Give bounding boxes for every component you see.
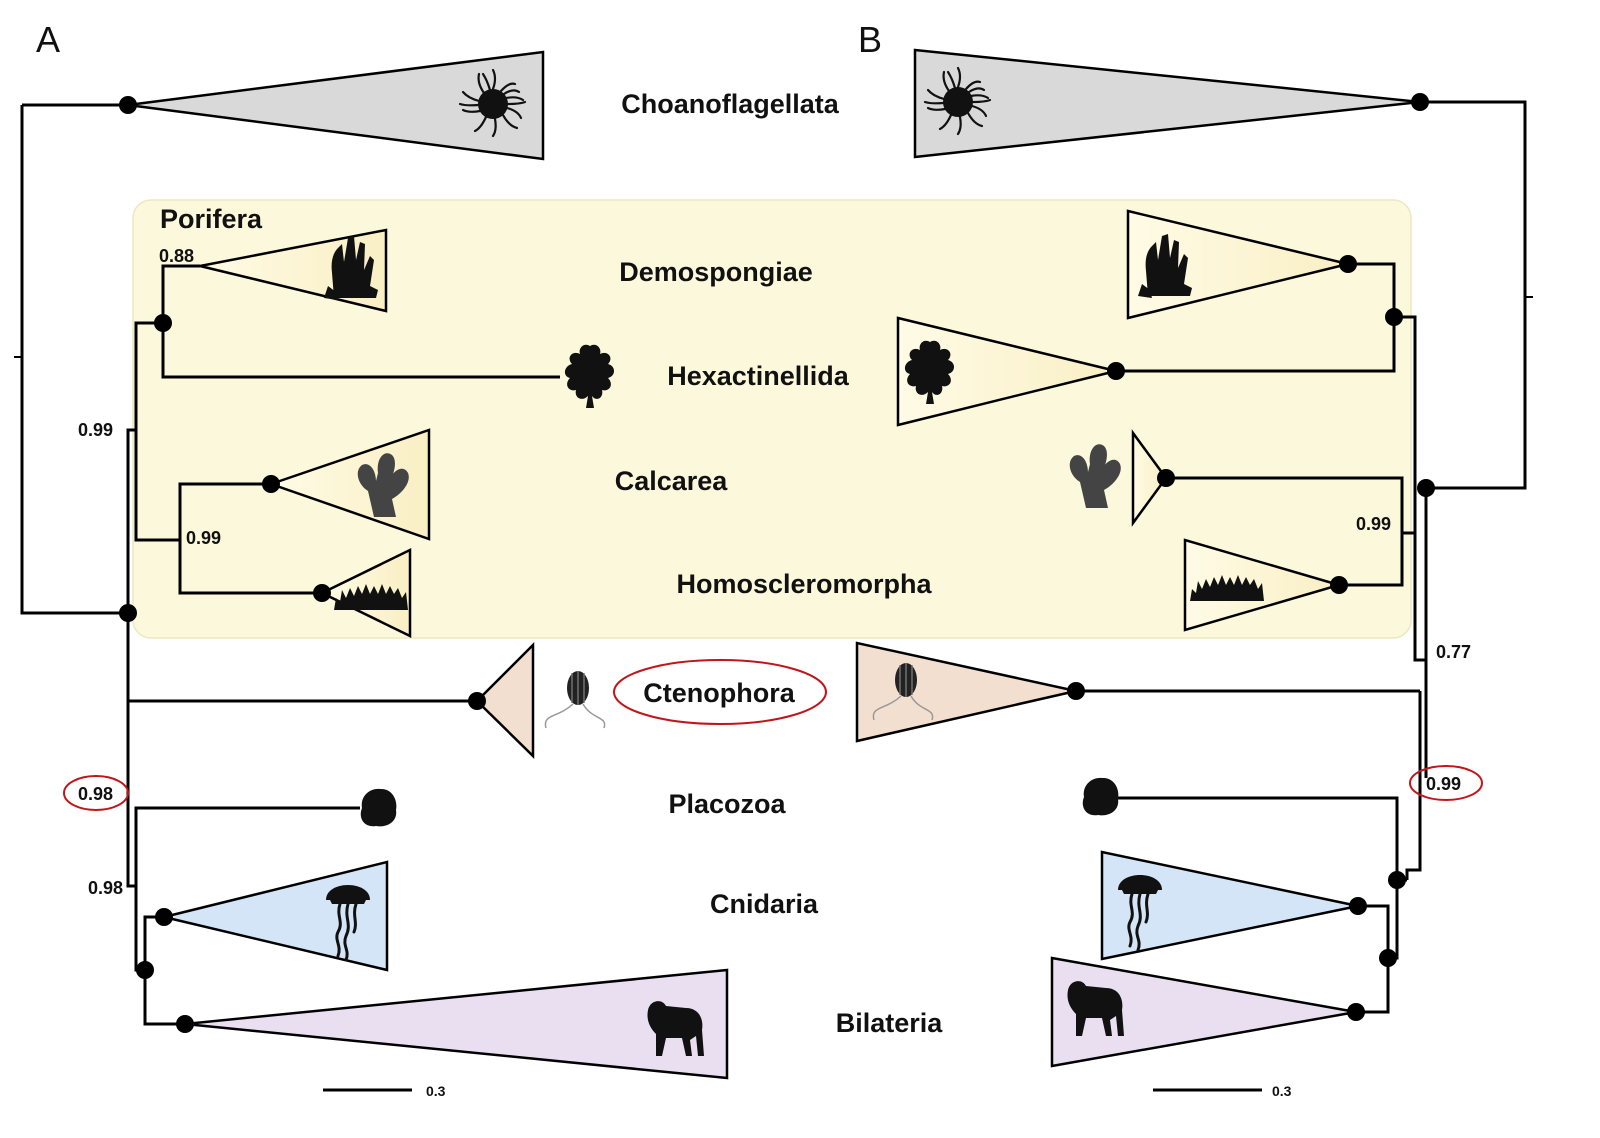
node-b	[1339, 255, 1357, 273]
placozoan-icon	[1082, 777, 1119, 816]
hexactinellida-triangle-b	[896, 316, 1117, 427]
porifera-box	[132, 199, 1412, 639]
placozoan-icon	[360, 788, 397, 827]
calc-homo-branch-a	[178, 482, 322, 595]
tree-a: 0.88 0.99 0.99 0.98 0.98 0.3	[20, 50, 729, 1099]
porifera-label: Porifera	[160, 204, 263, 234]
cnidaria-label: Cnidaria	[710, 889, 819, 919]
node-a	[155, 908, 173, 926]
support-a-ctenophora-split: 0.98	[78, 784, 113, 804]
demo-hexa-branch-a	[161, 264, 560, 379]
node-b	[1379, 949, 1397, 967]
node-b	[1385, 308, 1403, 326]
highlight-ring-a	[63, 775, 129, 811]
support-a-demospongiae: 0.88	[159, 246, 194, 266]
homoscleromorpha-label: Homoscleromorpha	[676, 569, 932, 599]
ctenophora-triangle-b	[855, 641, 1077, 743]
node-b	[1388, 871, 1406, 889]
node-b	[1157, 469, 1175, 487]
ctenophora-branch-b	[1076, 488, 1428, 778]
hexactinellida-label: Hexactinellida	[667, 361, 850, 391]
node-a	[119, 604, 137, 622]
choanoflagellata-triangle-b	[913, 48, 1421, 159]
support-b-ctenophora-split: 0.99	[1426, 774, 1461, 794]
placozoa-label: Placozoa	[668, 789, 786, 819]
support-a-calc-homo: 0.99	[186, 528, 221, 548]
scale-label-a: 0.3	[426, 1083, 446, 1099]
node-b	[1411, 93, 1429, 111]
choanoflagellata-triangle-a	[127, 50, 545, 161]
comb-jelly-icon	[544, 670, 606, 729]
tree-b: 0.99 0.77 0.99 0.3	[855, 48, 1527, 1099]
support-b-porifera-ctenophora: 0.77	[1436, 642, 1471, 662]
node-a	[136, 961, 154, 979]
choanoflagellata-label: Choanoflagellata	[621, 89, 840, 119]
cnidaria-triangle-a	[163, 860, 389, 972]
node-a	[262, 475, 280, 493]
ctenophora-label: Ctenophora	[643, 678, 795, 708]
ctenophora-triangle-a	[475, 641, 535, 759]
node-b	[1349, 897, 1367, 915]
cnidaria-triangle-b	[1100, 850, 1359, 961]
calcarea-triangle-b	[1131, 429, 1168, 527]
node-a	[154, 314, 172, 332]
clade-labels: Choanoflagellata Demospongiae Hexactinel…	[613, 89, 944, 1038]
support-b-calc-homo: 0.99	[1356, 514, 1391, 534]
panel-a-label: A	[36, 19, 60, 60]
bilateria-triangle-b	[1050, 956, 1357, 1068]
calcarea-label: Calcarea	[615, 466, 729, 496]
panel-b-label: B	[858, 19, 882, 60]
ctenophora-highlight-ring	[613, 659, 827, 725]
demospongiae-label: Demospongiae	[619, 257, 813, 287]
node-a	[468, 692, 486, 710]
scale-label-b: 0.3	[1272, 1083, 1292, 1099]
node-b	[1067, 682, 1085, 700]
porifera-branch-b	[1413, 488, 1428, 662]
support-a-placozoa-split: 0.98	[88, 878, 123, 898]
support-a-porifera: 0.99	[78, 420, 113, 440]
root-branch-b	[1420, 100, 1527, 490]
node-b	[1330, 576, 1348, 594]
ctenophora-branch-a	[126, 699, 477, 792]
bilateria-triangle-a	[184, 968, 729, 1080]
node-b	[1417, 479, 1435, 497]
node-b	[1107, 362, 1125, 380]
node-a	[176, 1015, 194, 1033]
calc-homo-branch-b	[1166, 476, 1415, 587]
root-branch-a	[20, 103, 128, 615]
bilateria-label: Bilateria	[836, 1008, 944, 1038]
node-b	[1347, 1003, 1365, 1021]
highlight-ring-b	[1409, 765, 1483, 801]
node-a	[313, 584, 331, 602]
node-a	[119, 96, 137, 114]
